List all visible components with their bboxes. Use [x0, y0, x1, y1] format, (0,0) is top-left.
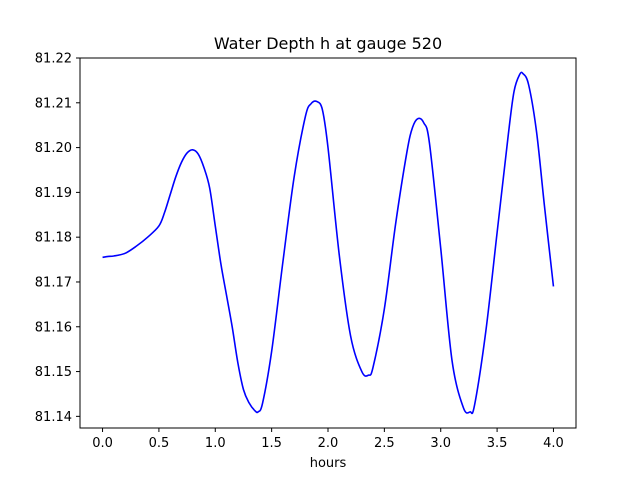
y-tick-label: 81.16 [35, 320, 72, 335]
x-tick-label: 2.5 [374, 436, 395, 451]
x-tick-label: 3.0 [430, 436, 451, 451]
plot-area [102, 71, 555, 415]
y-tick-label: 81.19 [35, 186, 72, 201]
x-tick-label: 1.5 [261, 436, 282, 451]
y-tick-label: 81.17 [35, 275, 72, 290]
chart-title: Water Depth h at gauge 520 [214, 34, 442, 53]
y-tick-label: 81.14 [35, 410, 72, 425]
y-tick-label: 81.15 [35, 365, 72, 380]
x-tick-label: 4.0 [543, 436, 564, 451]
x-axis-label: hours [310, 456, 347, 471]
y-tick-label: 81.18 [35, 231, 72, 246]
x-tick-label: 2.0 [318, 436, 339, 451]
y-tick-label: 81.20 [35, 141, 72, 156]
x-tick-label: 1.0 [205, 436, 226, 451]
x-tick-label: 0.5 [149, 436, 170, 451]
y-axis: 81.14 81.15 81.16 81.17 81.18 81.19 81.20 81.21… [35, 52, 80, 425]
x-axis: 0.0 0.5 1.0 1.5 2.0 2.5 3.0 3.5 4.0 [92, 428, 564, 451]
x-tick-label: 3.5 [487, 436, 508, 451]
series-line-0 [102, 71, 555, 415]
y-tick-label: 81.21 [35, 96, 72, 111]
plot-frame [79, 57, 577, 429]
x-tick-label: 0.0 [92, 436, 113, 451]
y-tick-label: 81.22 [35, 52, 72, 67]
